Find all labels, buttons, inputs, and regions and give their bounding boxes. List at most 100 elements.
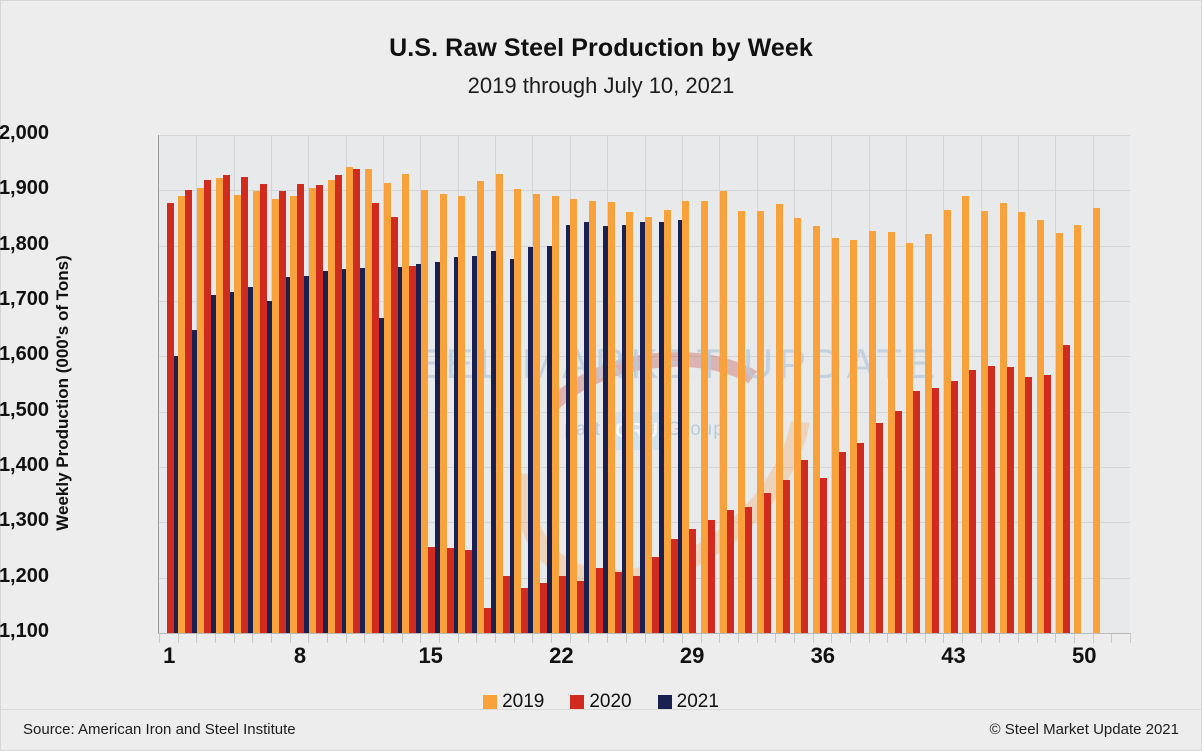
bar-2020-week-2 bbox=[185, 189, 193, 633]
bar-2020-week-30 bbox=[708, 519, 716, 633]
legend-label: 2020 bbox=[589, 691, 632, 712]
x-tick-mark bbox=[159, 634, 160, 643]
x-tick-mark bbox=[1074, 634, 1075, 643]
bar-2019-week-28 bbox=[663, 209, 671, 633]
bar-2019-week-6 bbox=[252, 190, 260, 633]
x-tick-mark bbox=[196, 634, 197, 643]
bar-2019-week-27 bbox=[645, 217, 652, 633]
bar-2019-week-3 bbox=[196, 187, 204, 633]
legend-swatch-icon bbox=[483, 695, 498, 709]
bar-2020-week-48 bbox=[1044, 375, 1052, 633]
bar-2020-week-47 bbox=[1025, 376, 1033, 633]
legend-item-2019[interactable]: 2019 bbox=[483, 691, 544, 713]
bar-2021-week-8 bbox=[304, 276, 312, 633]
x-tick-mark bbox=[925, 634, 926, 643]
bar-2021-week-2 bbox=[192, 329, 200, 633]
bar-2020-week-39 bbox=[876, 422, 884, 633]
bar-2019-week-33 bbox=[757, 211, 765, 633]
x-tick-mark bbox=[308, 634, 309, 643]
bar-2020-week-16 bbox=[446, 548, 454, 633]
bar-2019-week-44 bbox=[962, 196, 970, 633]
bar-2021-week-27 bbox=[659, 221, 666, 633]
bar-2020-week-31 bbox=[726, 510, 734, 633]
bar-2021-week-23 bbox=[584, 222, 592, 633]
x-tick-mark bbox=[626, 634, 627, 643]
bar-2020-week-11 bbox=[353, 168, 361, 633]
bar-2019-week-43 bbox=[943, 209, 951, 633]
x-tick-mark bbox=[738, 634, 739, 643]
bar-2020-week-45 bbox=[988, 365, 996, 633]
x-tick-mark bbox=[364, 634, 365, 643]
copyright-note: © Steel Market Update 2021 bbox=[989, 721, 1180, 738]
x-tick-mark bbox=[346, 634, 347, 643]
x-tick-mark bbox=[420, 634, 421, 643]
x-tick-mark bbox=[1130, 634, 1131, 643]
bar-2020-week-19 bbox=[502, 576, 510, 633]
bar-2019-week-50 bbox=[1074, 224, 1082, 633]
bar-2019-week-31 bbox=[719, 190, 727, 633]
legend-label: 2021 bbox=[676, 691, 719, 712]
bar-2019-week-13 bbox=[383, 183, 391, 633]
x-tick-label: 8 bbox=[293, 643, 307, 668]
bar-2020-week-13 bbox=[390, 217, 398, 633]
plot-area: STEEL MARKET UPDATE part of the Group CR… bbox=[159, 135, 1130, 633]
bar-2020-week-49 bbox=[1062, 345, 1070, 633]
y-axis-line bbox=[158, 135, 159, 634]
bar-2020-week-34 bbox=[782, 479, 790, 633]
bar-2020-week-3 bbox=[203, 179, 211, 633]
bar-2019-week-45 bbox=[981, 211, 989, 633]
bar-2020-week-27 bbox=[652, 556, 659, 633]
bar-2020-week-12 bbox=[371, 203, 379, 633]
x-tick-mark bbox=[495, 634, 496, 643]
x-tick-mark bbox=[458, 634, 459, 643]
bar-2019-week-23 bbox=[570, 199, 578, 633]
bar-2021-week-21 bbox=[546, 245, 554, 633]
bar-2021-week-4 bbox=[229, 291, 237, 633]
bar-2020-week-36 bbox=[820, 478, 828, 633]
bar-2020-week-8 bbox=[297, 184, 305, 633]
bar-2019-week-15 bbox=[420, 189, 428, 633]
bar-2021-week-22 bbox=[565, 224, 573, 633]
bar-2019-week-20 bbox=[514, 189, 522, 633]
legend-item-2021[interactable]: 2021 bbox=[657, 691, 719, 713]
x-tick-mark bbox=[869, 634, 870, 643]
legend-item-2020[interactable]: 2020 bbox=[570, 691, 632, 713]
legend-label: 2019 bbox=[502, 691, 545, 712]
bar-2021-week-28 bbox=[677, 219, 685, 633]
bar-2021-week-20 bbox=[528, 246, 536, 633]
bar-2020-week-33 bbox=[764, 493, 772, 633]
bar-2019-week-2 bbox=[178, 195, 186, 633]
bar-2020-week-1 bbox=[166, 202, 174, 633]
bar-2020-week-17 bbox=[465, 550, 473, 633]
bar-2021-week-7 bbox=[285, 277, 293, 633]
x-tick-mark bbox=[178, 634, 179, 643]
bar-2020-week-42 bbox=[932, 388, 940, 633]
bar-2019-week-47 bbox=[1018, 212, 1026, 633]
source-note: Source: American Iron and Steel Institut… bbox=[23, 721, 296, 738]
bar-2021-week-10 bbox=[341, 269, 349, 633]
x-tick-label: 29 bbox=[679, 643, 705, 668]
x-tick-label: 43 bbox=[941, 643, 966, 668]
bar-2020-week-43 bbox=[950, 381, 958, 633]
x-tick-mark bbox=[850, 634, 851, 643]
x-tick-mark bbox=[383, 634, 384, 643]
bar-2021-week-16 bbox=[453, 257, 461, 633]
bar-2021-week-18 bbox=[490, 251, 498, 633]
bar-2020-week-35 bbox=[801, 459, 809, 633]
bar-2021-week-9 bbox=[322, 270, 330, 633]
x-tick-mark bbox=[290, 634, 291, 643]
bar-2021-week-6 bbox=[266, 301, 274, 633]
x-tick-mark bbox=[252, 634, 253, 643]
bar-2020-week-29 bbox=[689, 528, 697, 633]
bar-2019-week-12 bbox=[364, 169, 372, 633]
bar-2020-week-23 bbox=[577, 581, 585, 633]
bar-2019-week-19 bbox=[495, 174, 503, 633]
bar-2019-week-18 bbox=[476, 181, 484, 633]
bar-2019-week-16 bbox=[439, 193, 447, 633]
bar-2019-week-10 bbox=[327, 179, 335, 633]
x-tick-mark bbox=[962, 634, 963, 643]
x-tick-mark bbox=[719, 634, 720, 643]
bar-2019-week-42 bbox=[925, 234, 933, 633]
bar-2019-week-25 bbox=[607, 201, 615, 633]
x-tick-mark bbox=[570, 634, 571, 643]
